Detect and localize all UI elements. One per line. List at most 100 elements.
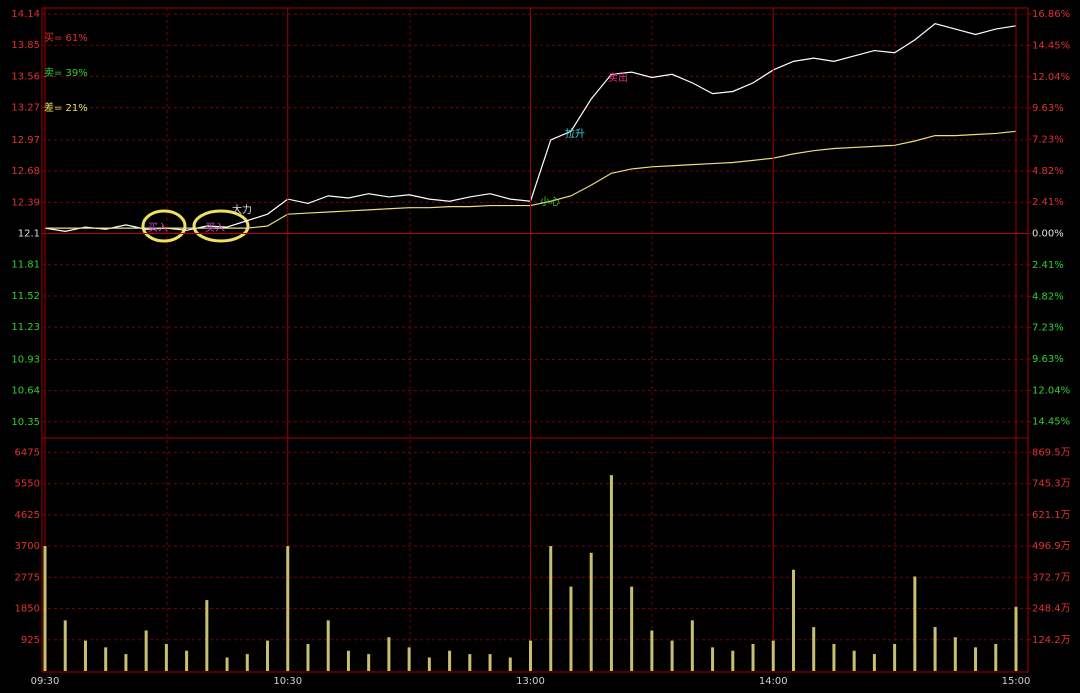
y-tick-label: 4625 [15,510,40,521]
volume-bar [872,654,876,671]
annotation: 小心 [540,196,560,208]
x-tick-label: 14:00 [759,676,788,687]
volume-bar [245,654,249,671]
annotation: 卖出 [608,71,628,84]
volume-bar [205,600,209,671]
volume-bar [852,650,856,671]
annotation: 拉升 [565,127,585,140]
x-tick-label: 10:30 [273,676,302,687]
y-tick-label: 1850 [15,604,40,615]
volume-bar [468,654,472,671]
y2-tick-label: 14.45% [1032,417,1070,428]
volume-bar [63,620,67,671]
y-tick-label: 12.97 [11,135,40,146]
y-tick-label: 11.81 [11,260,40,271]
volume-bar [346,650,350,671]
y-tick-label: 10.64 [11,386,40,397]
y2-tick-label: 9.63% [1032,103,1064,114]
y-tick-label: 925 [21,635,40,646]
volume-bar [427,657,431,671]
volume-bar [83,640,87,671]
volume-bar [448,650,452,671]
volume-bar [650,630,654,671]
y2-tick-label: 0.00% [1032,229,1064,240]
legend-text: 卖= 39% [44,67,88,79]
volume-bar [731,650,735,671]
y-tick-label: 12.1 [18,229,40,240]
y-tick-label: 11.23 [11,322,40,333]
volume-bar [791,569,795,671]
y2-tick-label: 496.9万 [1032,541,1071,552]
legend-text: 差= 21% [44,101,88,114]
highlight-ring [192,209,250,243]
y-tick-label: 14.14 [11,9,40,20]
y2-tick-label: 4.82% [1032,166,1064,177]
y2-tick-label: 4.82% [1032,291,1064,302]
volume-bar [670,640,674,671]
y-tick-label: 13.56 [11,71,40,82]
y-tick-label: 5550 [15,479,40,490]
half-hour-lines [166,8,896,672]
x-tick-label: 13:00 [516,676,545,687]
y2-tick-label: 124.2万 [1032,635,1071,646]
volume-bar [913,576,917,671]
y2-tick-label: 14.45% [1032,40,1070,51]
annotation: 大力 [232,203,252,216]
frame [41,7,1029,673]
volume-bar [569,586,573,671]
x-tick-label: 09:30 [31,676,60,687]
volume-bar [286,546,290,671]
volume-bar [832,643,836,671]
volume-bar [1014,606,1018,671]
volume-bar [529,640,532,671]
volume-bar [933,627,937,671]
volume-bar [771,640,775,671]
annotation: 买入 [205,222,225,234]
y-tick-label: 10.35 [11,417,40,428]
volume-bar [751,643,755,671]
volume-bar [43,546,47,671]
volume-bar [711,647,715,671]
y-tick-label: 2775 [15,572,40,583]
y2-tick-label: 372.7万 [1032,572,1071,583]
y2-tick-label: 745.3万 [1032,479,1071,490]
y-tick-label: 3700 [15,541,40,552]
y-tick-label: 6475 [15,447,40,458]
y-tick-label: 12.68 [11,166,40,177]
volume-bar [185,650,189,671]
y2-tick-label: 2.41% [1032,197,1064,208]
y2-tick-label: 7.23% [1032,134,1064,145]
y-tick-label: 11.52 [11,291,40,302]
y-tick-label: 12.39 [11,197,40,208]
volume-bar [387,637,391,671]
volume-bar [488,654,492,671]
volume-bar [144,630,148,671]
volume-bar [690,620,694,671]
volume-bar [367,654,371,671]
volume-bar [609,475,613,671]
y-tick-label: 10.93 [11,354,40,365]
y2-tick-label: 869.5万 [1032,447,1071,458]
annotation: 买入 [148,222,168,234]
y-tick-label: 13.27 [11,103,40,114]
volume-bar [407,647,411,671]
volume-bar [953,637,957,671]
volume-bar [266,640,270,671]
volume-bar [306,643,310,671]
volume-bar [893,643,897,671]
y2-tick-label: 12.04% [1032,72,1070,83]
y-tick-label: 13.85 [11,40,40,51]
volume-bar [124,654,128,671]
volume-bar [812,627,816,671]
y2-tick-label: 621.1万 [1032,510,1071,521]
legend-text: 买= 61% [44,32,88,44]
volume-bar [164,643,168,671]
x-tick-label: 15:00 [1002,676,1031,687]
volume-bar [104,647,108,671]
y2-tick-label: 7.23% [1032,323,1064,334]
highlight-ring [141,209,187,243]
volume-bar [326,620,330,671]
volume-bar [630,586,634,671]
